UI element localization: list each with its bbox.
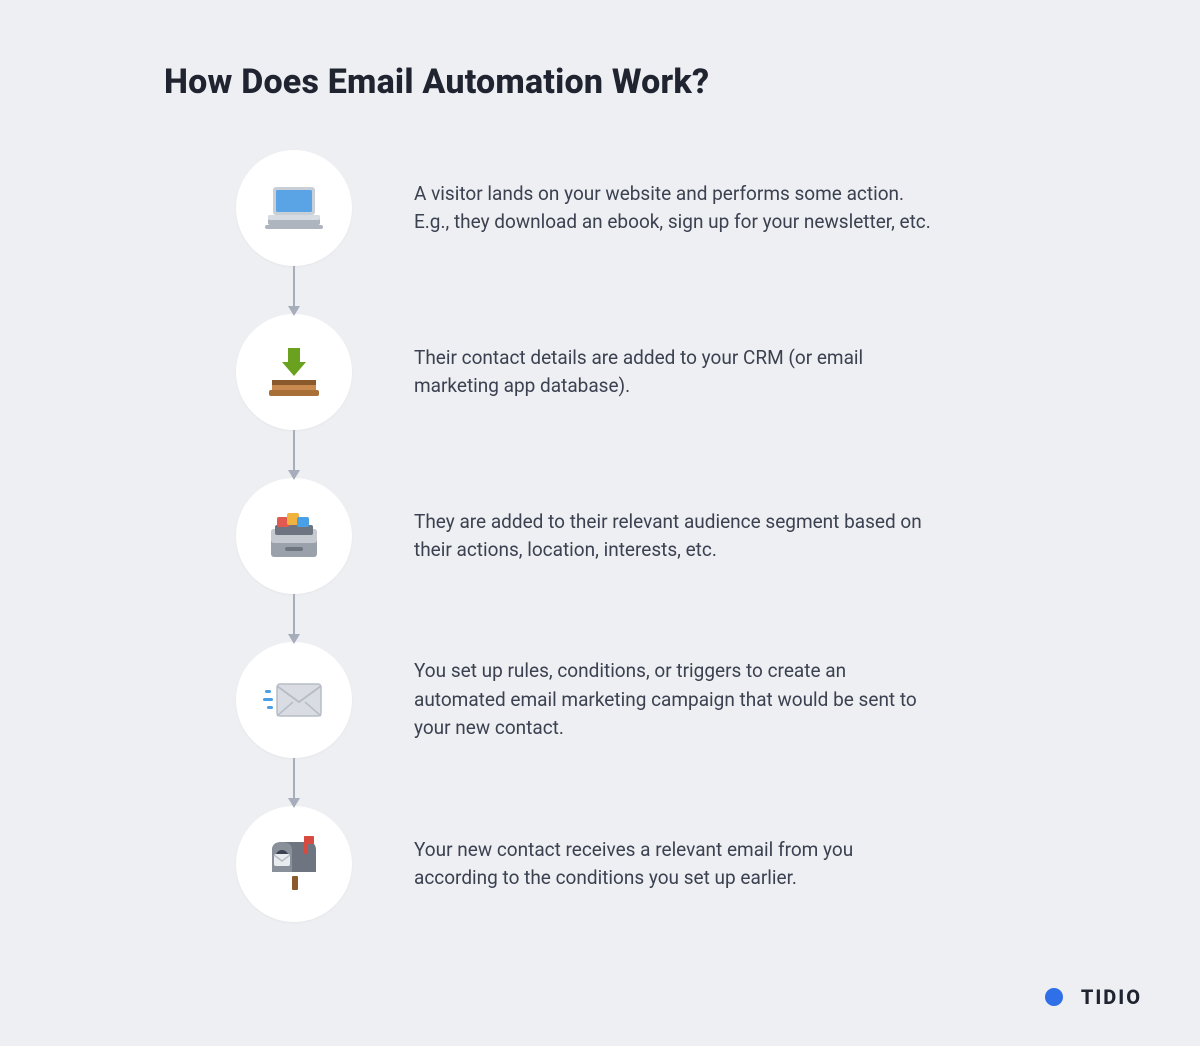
flow-connector [236,594,352,642]
page-title: How Does Email Automation Work? [164,62,709,102]
step-icon-circle [236,806,352,922]
brand-logo-icon [1045,984,1071,1010]
mailbox-icon [268,836,320,892]
flow-step: Your new contact receives a relevant ema… [236,806,934,922]
flow-container: A visitor lands on your website and perf… [236,150,934,922]
step-icon-circle [236,314,352,430]
filebox-icon [265,511,323,561]
flow-connector [236,430,352,478]
download-icon [266,346,322,398]
flow-step: Their contact details are added to your … [236,314,934,430]
step-icon-circle [236,150,352,266]
flow-step: You set up rules, conditions, or trigger… [236,642,934,758]
step-description: Your new contact receives a relevant ema… [414,836,934,893]
send-mail-icon [263,680,325,720]
step-description: They are added to their relevant audienc… [414,508,934,565]
step-description: A visitor lands on your website and perf… [414,180,934,237]
flow-step: They are added to their relevant audienc… [236,478,934,594]
flow-connector [236,758,352,806]
laptop-icon [263,185,325,231]
step-description: Their contact details are added to your … [414,344,934,401]
step-description: You set up rules, conditions, or trigger… [414,657,934,743]
step-icon-circle [236,478,352,594]
brand-name: TIDIO [1081,985,1142,1009]
flow-connector [236,266,352,314]
step-icon-circle [236,642,352,758]
brand-badge: TIDIO [1045,984,1142,1010]
flow-step: A visitor lands on your website and perf… [236,150,934,266]
